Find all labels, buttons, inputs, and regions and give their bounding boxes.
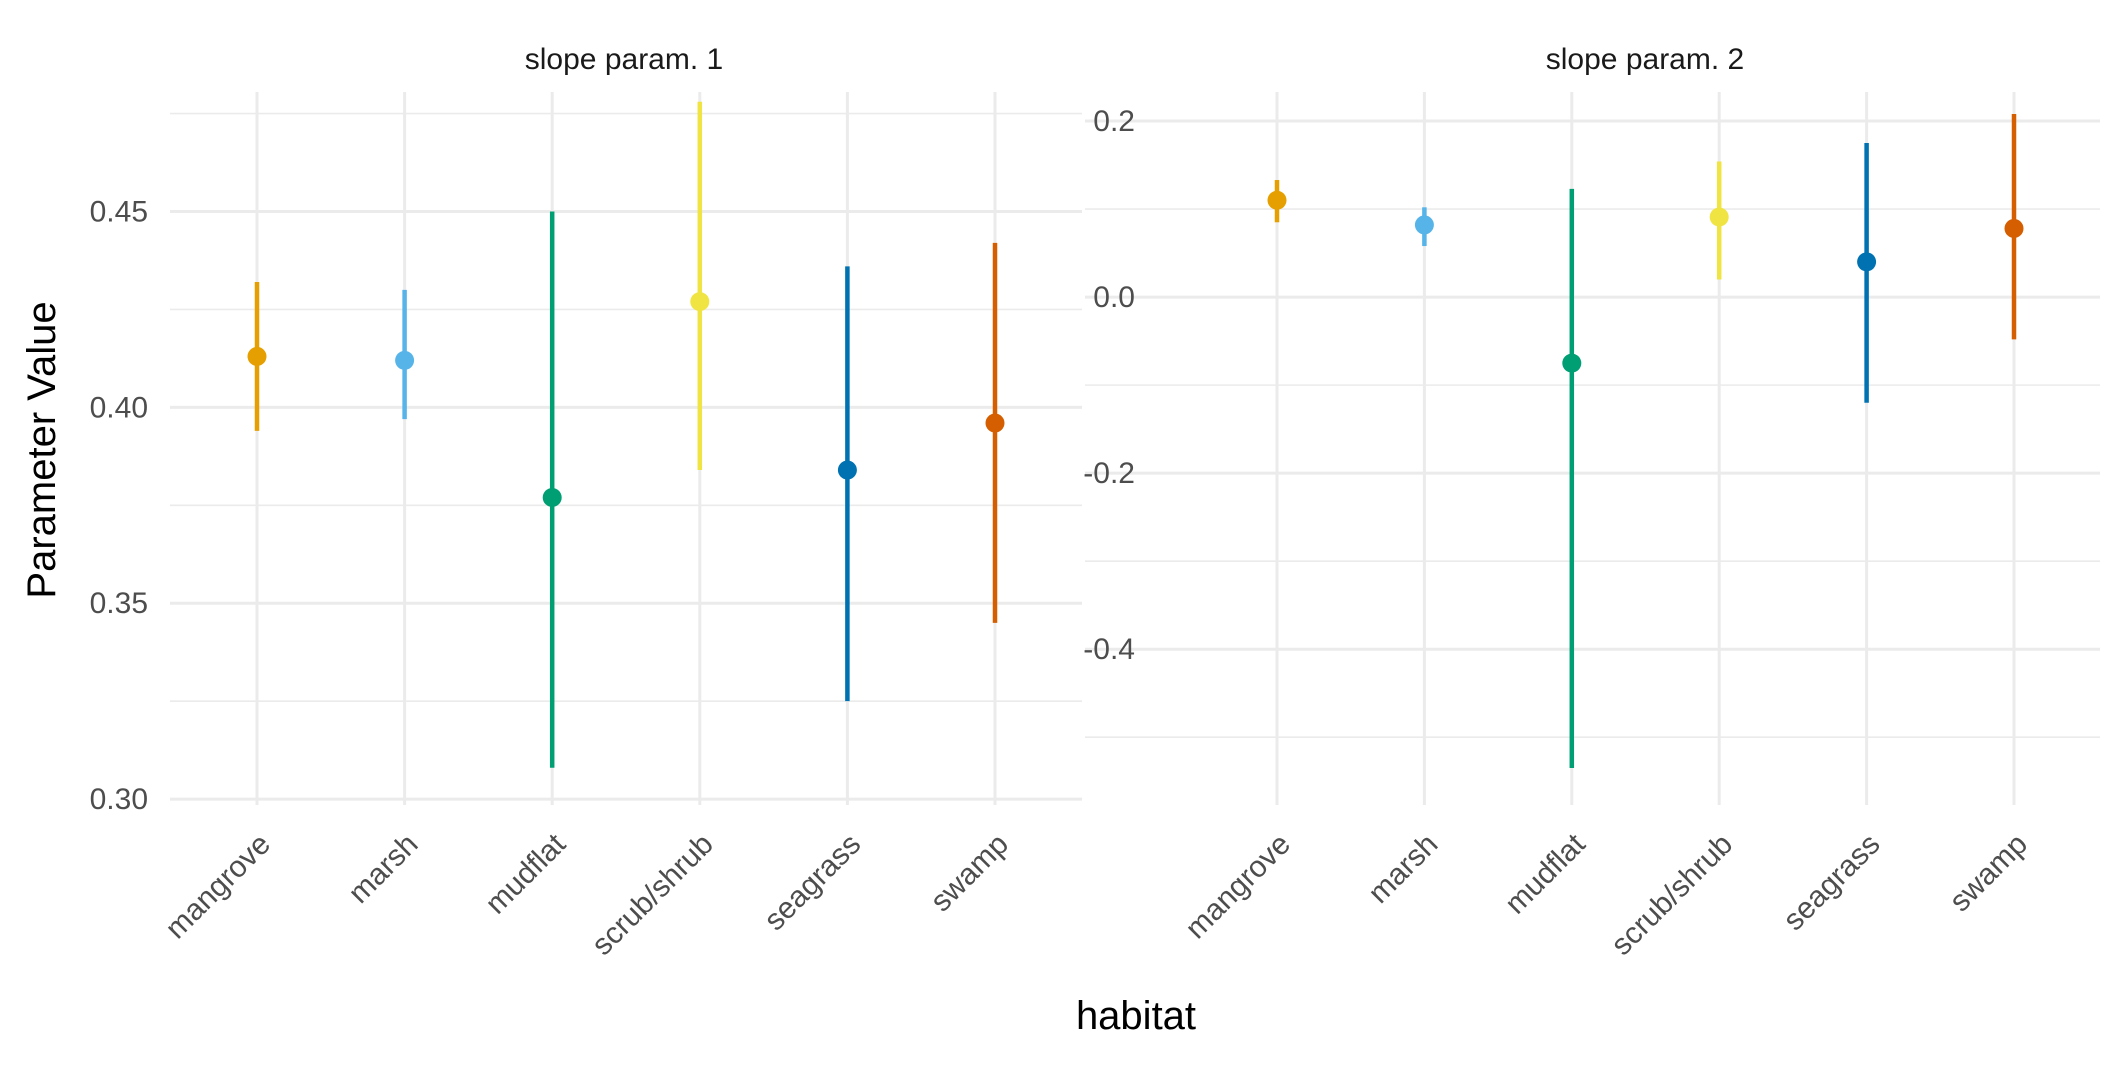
y-tick-label: -0.4 <box>1083 633 1135 666</box>
panel-title: slope param. 1 <box>525 43 723 76</box>
point-mudflat[interactable] <box>1562 353 1582 373</box>
y-tick-label: 0.40 <box>90 391 148 424</box>
point-seagrass[interactable] <box>1857 252 1877 272</box>
y-axis-title: Parameter Value <box>20 301 64 598</box>
x-tick-label: mudflat <box>479 827 572 920</box>
y-tick-label: 0.2 <box>1093 105 1135 138</box>
x-tick-label: swamp <box>924 828 1015 919</box>
x-tick-label: swamp <box>1943 828 2034 919</box>
x-tick-label: mangrove <box>159 828 277 946</box>
x-tick-label: mudflat <box>1499 827 1592 920</box>
facet-panel-2: 0.2 0.0 -0.2 -0.4 slope param. 2 mangrove mars… <box>1083 43 2100 962</box>
x-tick-label: seagrass <box>1777 828 1886 937</box>
point-swamp[interactable] <box>985 413 1005 433</box>
point-scrub-shrub[interactable] <box>690 292 710 312</box>
point-mangrove[interactable] <box>247 346 267 366</box>
x-tick-label: marsh <box>342 828 424 910</box>
y-tick-label: 0.30 <box>90 783 148 816</box>
point-mudflat[interactable] <box>542 487 562 507</box>
x-axis-title: habitat <box>1076 994 1196 1038</box>
x-tick-label: seagrass <box>758 828 867 937</box>
x-tick-label: mangrove <box>1179 828 1297 946</box>
point-marsh[interactable] <box>395 350 415 370</box>
x-tick-label: scrub/shrub <box>1605 828 1739 962</box>
y-tick-label: 0.35 <box>90 587 148 620</box>
point-seagrass[interactable] <box>837 460 857 480</box>
x-tick-label: marsh <box>1362 828 1444 910</box>
point-scrub-shrub[interactable] <box>1709 207 1729 227</box>
y-tick-label: 0.45 <box>90 195 148 228</box>
x-tick-label: scrub/shrub <box>586 828 720 962</box>
y-tick-label: 0.0 <box>1093 281 1135 314</box>
y-tick-label: -0.2 <box>1083 457 1135 490</box>
point-swamp[interactable] <box>2004 218 2024 238</box>
panel-title: slope param. 2 <box>1546 43 1744 76</box>
point-marsh[interactable] <box>1414 215 1434 235</box>
point-mangrove[interactable] <box>1267 190 1287 210</box>
facet-panel-1: 0.30 0.35 0.40 0.45 slope param. 1 mangrove ma… <box>90 43 1082 962</box>
